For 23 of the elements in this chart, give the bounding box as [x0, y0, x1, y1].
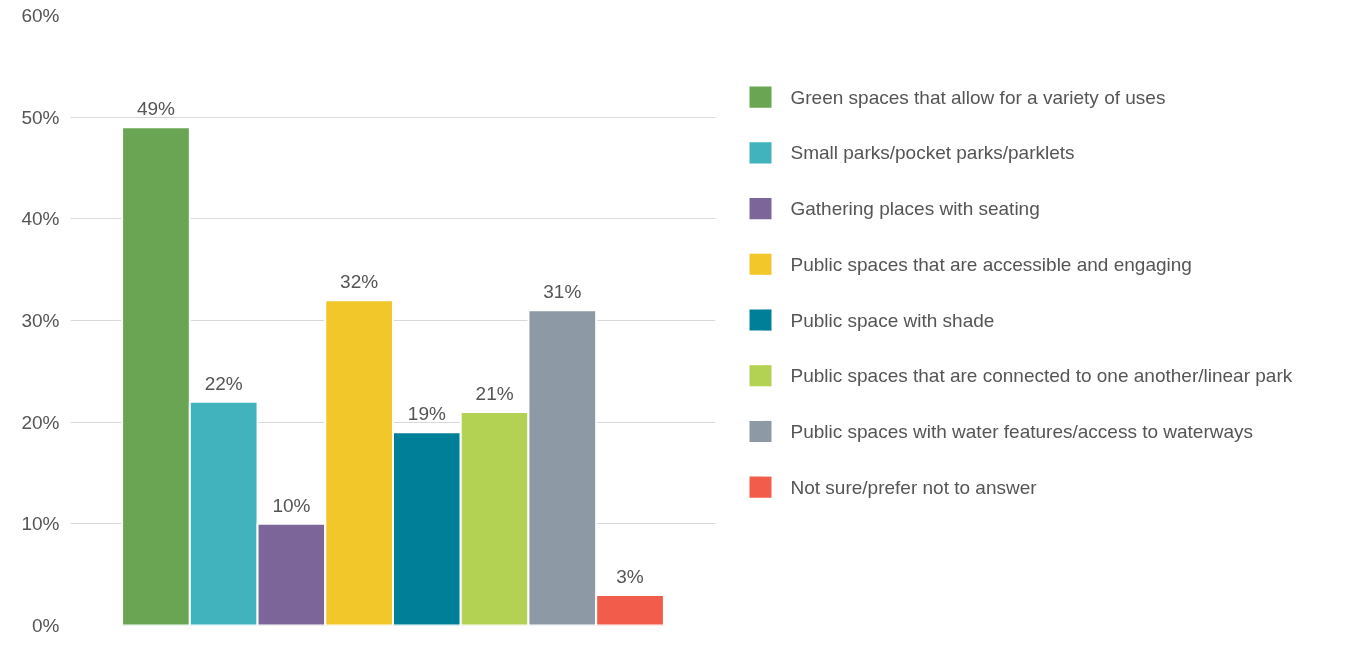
data-label: 49%: [136, 98, 176, 120]
legend-label: Public spaces that are connected to one another/linear park: [790, 365, 1293, 387]
legend-label: Green spaces that allow for a variety of uses: [790, 86, 1166, 108]
y-tick-label: 50%: [21, 106, 60, 128]
legend-label: Public space with shade: [790, 309, 995, 331]
legend-label: Small parks/pocket parks/parklets: [790, 142, 1075, 164]
data-label: 22%: [204, 372, 243, 394]
data-label: 3%: [616, 566, 644, 587]
y-tick-label: 30%: [21, 310, 60, 331]
y-tick-label: 20%: [21, 411, 60, 433]
legend-label: Not sure/prefer not to answer: [790, 476, 1038, 498]
y-tick-label: 60%: [21, 5, 60, 26]
data-label: 10%: [272, 494, 311, 516]
data-label: 21%: [475, 383, 514, 404]
y-tick-label: 40%: [21, 208, 60, 230]
legend-label: Public spaces that are accessible and engaging: [790, 253, 1192, 275]
legend-label: Gathering places with seating: [790, 198, 1040, 220]
data-label: 31%: [543, 281, 582, 303]
legend-label: Public spaces with water features/access to waterways: [790, 420, 1254, 442]
y-tick-label: 0%: [32, 614, 60, 636]
y-tick-label: 10%: [21, 513, 60, 535]
data-label: 32%: [340, 271, 379, 293]
data-label: 19%: [407, 403, 446, 425]
